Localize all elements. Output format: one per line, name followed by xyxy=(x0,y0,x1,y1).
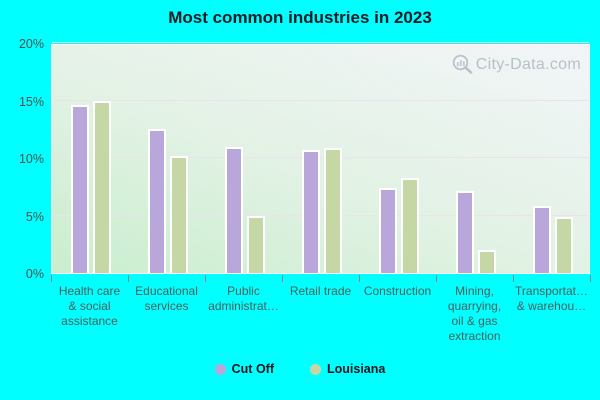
x-tick-mark xyxy=(128,275,129,282)
bar-cut-off xyxy=(147,129,166,273)
bar-louisiana xyxy=(400,177,419,273)
y-tick-label: 5% xyxy=(25,209,44,224)
bar-cut-off xyxy=(224,146,243,273)
bar-cut-off xyxy=(378,187,397,273)
watermark: City-Data.com xyxy=(451,53,581,76)
legend-marker-icon xyxy=(214,363,226,375)
y-tick-label: 15% xyxy=(18,94,44,109)
x-axis-label: Transportat… & warehou… xyxy=(515,284,588,313)
x-axis-label: Mining, quarrying, oil & gas extraction xyxy=(447,284,502,343)
bar-cut-off xyxy=(301,149,320,273)
legend-label: Cut Off xyxy=(231,362,274,376)
bar-cut-off xyxy=(455,191,474,273)
legend-marker-icon xyxy=(310,363,321,375)
chart-title: Most common industries in 2023 xyxy=(168,8,432,27)
y-tick-label: 10% xyxy=(18,152,44,166)
gridline xyxy=(52,42,589,43)
bar-louisiana xyxy=(169,155,188,273)
x-tick-mark xyxy=(590,275,591,282)
gridline xyxy=(52,99,589,101)
gridline xyxy=(52,214,589,216)
x-tick-mark xyxy=(513,275,514,282)
legend-label: Louisiana xyxy=(327,362,386,376)
bar-louisiana xyxy=(246,215,265,273)
x-axis-label: Public administrat… xyxy=(208,284,279,313)
y-tick-label: 20% xyxy=(18,37,44,51)
bar-louisiana xyxy=(477,250,496,273)
gridline xyxy=(52,157,589,158)
bar-cut-off xyxy=(70,105,89,273)
x-axis-label: Health care & social assistance xyxy=(58,284,121,328)
x-axis-label: Retail trade xyxy=(289,284,352,298)
x-axis-label: Educational services xyxy=(135,284,198,313)
city-data-logo-icon xyxy=(452,54,473,74)
bar-louisiana xyxy=(554,216,573,273)
plot-area: City-Data.com xyxy=(51,42,590,274)
x-tick-mark xyxy=(205,275,206,282)
legend: Cut Off Louisiana xyxy=(0,362,600,376)
x-tick-mark xyxy=(436,275,437,282)
watermark-text: City-Data.com xyxy=(475,55,581,73)
y-tick-label: 0% xyxy=(25,267,44,281)
bar-cut-off xyxy=(532,206,551,273)
legend-item-louisiana: Louisiana xyxy=(310,362,385,376)
x-tick-mark xyxy=(359,275,360,282)
x-axis-label: Construction xyxy=(363,284,432,298)
bar-louisiana xyxy=(323,147,342,273)
x-tick-mark xyxy=(282,275,283,282)
legend-item-cut-off: Cut Off xyxy=(214,362,274,376)
bar-louisiana xyxy=(92,100,111,273)
x-tick-mark xyxy=(51,275,52,282)
